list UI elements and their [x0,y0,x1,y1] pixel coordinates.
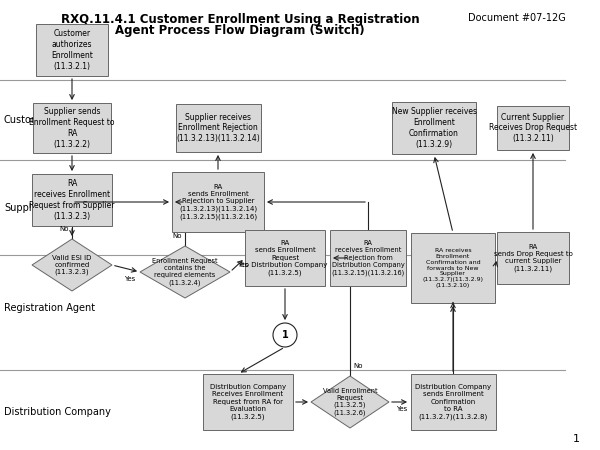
Text: Registration Agent: Registration Agent [4,303,95,313]
Text: 1: 1 [573,434,580,444]
Text: New Supplier receives
Enrollment
Confirmation
(11.3.2.9): New Supplier receives Enrollment Confirm… [392,108,476,148]
Text: Customer: Customer [4,115,52,125]
Circle shape [273,323,297,347]
Bar [330,230,406,286]
Text: RA
sends Enrollment
Rejection to Supplier
(11.3.2.13)(11.3.2.14)
(11.3.2.15)(11.: RA sends Enrollment Rejection to Supplie… [179,184,257,220]
Bar [411,233,495,303]
Bar [497,106,569,150]
Text: Valid ESI ID
confirmed
(11.3.2.3): Valid ESI ID confirmed (11.3.2.3) [52,255,92,275]
Text: No: No [353,363,362,369]
Text: Valid Enrollment
Request
(11.3.2.5)
(11.3.2.6): Valid Enrollment Request (11.3.2.5) (11.… [323,388,377,416]
Text: RA
sends Drop Request to
current Supplier
(11.3.2.11): RA sends Drop Request to current Supplie… [494,244,572,272]
Text: Supplier receives
Enrollment Rejection
(11.3.2.13)(11.3.2.14): Supplier receives Enrollment Rejection (… [176,113,260,143]
Text: RA receives
Enrollment
Confirmation and
forwards to New
Supplier
(11.3.2.7)(11.3: RA receives Enrollment Confirmation and … [422,248,484,288]
Text: Distribution Company: Distribution Company [4,407,111,417]
Bar [36,24,108,76]
Text: Supplier: Supplier [4,203,44,213]
Text: Yes: Yes [237,262,248,268]
Bar [497,232,569,284]
Text: No: No [173,233,182,239]
Text: Current Supplier
Receives Drop Request
(11.3.2.11): Current Supplier Receives Drop Request (… [489,113,577,143]
Text: No: No [59,226,69,232]
Text: RA
receives Enrollment
Request from Supplier
(11.3.2.3): RA receives Enrollment Request from Supp… [29,180,115,220]
Bar [410,374,496,430]
Polygon shape [140,246,230,298]
Bar [33,103,111,153]
Bar [392,102,476,154]
Text: Distribution Company
Receives Enrollment
Request from RA for
Evaluation
(11.3.2.: Distribution Company Receives Enrollment… [210,384,286,420]
Bar [172,172,264,232]
Text: Yes: Yes [124,276,135,282]
Polygon shape [32,239,112,291]
Text: Enrollment Request
contains the
required elements
(11.3.2.4): Enrollment Request contains the required… [152,258,218,286]
Bar [176,104,260,152]
Text: Document #07-12G: Document #07-12G [468,13,566,23]
Bar [32,174,112,226]
Text: Yes: Yes [396,406,407,412]
Text: Customer
authorizes
Enrollment
(11.3.2.1): Customer authorizes Enrollment (11.3.2.1… [51,29,93,71]
Bar [203,374,293,430]
Text: Distribution Company
sends Enrollment
Confirmation
to RA
(11.3.2.7)(11.3.2.8): Distribution Company sends Enrollment Co… [415,384,491,420]
Text: RA
receives Enrollment
Rejection from
Distribution Company
(11.3.2.15)(11.3.2.16: RA receives Enrollment Rejection from Di… [331,240,404,276]
Polygon shape [311,376,389,428]
Text: Supplier sends
Enrollment Request to
RA
(11.3.2.2): Supplier sends Enrollment Request to RA … [29,108,115,148]
Bar [245,230,325,286]
Text: RA
sends Enrollment
Request
to Distribution Company
(11.3.2.5): RA sends Enrollment Request to Distribut… [242,240,328,276]
Text: 1: 1 [281,330,289,340]
Text: RXQ.11.4.1 Customer Enrollment Using a Registration: RXQ.11.4.1 Customer Enrollment Using a R… [61,13,419,26]
Text: Agent Process Flow Diagram (Switch): Agent Process Flow Diagram (Switch) [115,24,365,37]
